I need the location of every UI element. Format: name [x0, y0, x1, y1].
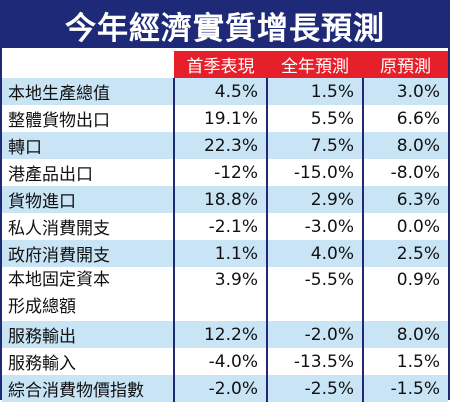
- cell-value: 19.1%: [174, 105, 268, 132]
- cell-value: 1.5%: [267, 78, 364, 105]
- cell-value: -1.5%: [363, 375, 448, 402]
- row-label-line: 形成總額: [8, 297, 76, 317]
- row-label: 轉口: [2, 132, 175, 159]
- table-row: 整體貨物出口 19.1% 5.5% 6.6%: [2, 105, 448, 132]
- header-row: 首季表現 全年預測 原預測: [2, 51, 448, 78]
- cell-value: 6.6%: [363, 105, 448, 132]
- row-label: 服務輸出: [2, 321, 175, 348]
- forecast-table: 首季表現 全年預測 原預測 本地生產總值 4.5% 1.5% 3.0% 整體貨物…: [2, 51, 448, 402]
- cell-value: 4.5%: [174, 78, 268, 105]
- cell-value: 6.3%: [363, 186, 448, 213]
- cell-value: 0.9%: [363, 267, 448, 321]
- table-row: 貨物進口 18.8% 2.9% 6.3%: [2, 186, 448, 213]
- cell-value: 3.9%: [174, 267, 268, 321]
- row-label-line: 本地固定資本: [8, 270, 110, 290]
- cell-value: 1.5%: [363, 348, 448, 375]
- cell-value: 8.0%: [363, 321, 448, 348]
- chart-title: 今年經濟實質增長預測: [65, 10, 385, 47]
- table-row: 服務輸出 12.2% -2.0% 8.0%: [2, 321, 448, 348]
- table-row: 綜合消費物價指數 -2.0% -2.5% -1.5%: [2, 375, 448, 402]
- cell-value: -13.5%: [267, 348, 364, 375]
- cell-value: -4.0%: [174, 348, 268, 375]
- cell-value: -2.1%: [174, 213, 268, 240]
- cell-value: 0.0%: [363, 213, 448, 240]
- table-row: 轉口 22.3% 7.5% 8.0%: [2, 132, 448, 159]
- table-row: 服務輸入 -4.0% -13.5% 1.5%: [2, 348, 448, 375]
- cell-value: 5.5%: [267, 105, 364, 132]
- row-label: 政府消費開支: [2, 240, 175, 267]
- cell-value: 4.0%: [267, 240, 364, 267]
- cell-value: -8.0%: [363, 159, 448, 186]
- cell-value: 8.0%: [363, 132, 448, 159]
- header-original-forecast: 原預測: [363, 51, 448, 78]
- cell-value: 3.0%: [363, 78, 448, 105]
- cell-value: -15.0%: [267, 159, 364, 186]
- cell-value: 2.9%: [267, 186, 364, 213]
- table-row: 私人消費開支 -2.1% -3.0% 0.0%: [2, 213, 448, 240]
- cell-value: -3.0%: [267, 213, 364, 240]
- title-bar: 今年經濟實質增長預測: [2, 2, 448, 48]
- table-row: 本地生產總值 4.5% 1.5% 3.0%: [2, 78, 448, 105]
- row-label: 整體貨物出口: [2, 105, 175, 132]
- cell-value: 2.5%: [363, 240, 448, 267]
- cell-value: -12%: [174, 159, 268, 186]
- row-label: 服務輸入: [2, 348, 175, 375]
- table-row: 政府消費開支 1.1% 4.0% 2.5%: [2, 240, 448, 267]
- cell-value: -5.5%: [267, 267, 364, 321]
- table-row: 本地固定資本 形成總額 3.9% -5.5% 0.9%: [2, 267, 448, 321]
- row-label: 私人消費開支: [2, 213, 175, 240]
- cell-value: -2.5%: [267, 375, 364, 402]
- cell-value: 12.2%: [174, 321, 268, 348]
- cell-value: 1.1%: [174, 240, 268, 267]
- header-full-year-forecast: 全年預測: [267, 51, 363, 78]
- row-label: 港產品出口: [2, 159, 175, 186]
- cell-value: 18.8%: [174, 186, 268, 213]
- cell-value: 22.3%: [174, 132, 268, 159]
- header-blank-cell: [2, 51, 174, 78]
- row-label: 本地生產總值: [2, 78, 175, 105]
- header-q1-performance: 首季表現: [174, 51, 267, 78]
- row-label: 貨物進口: [2, 186, 175, 213]
- row-label: 綜合消費物價指數: [2, 375, 175, 402]
- table-row: 港產品出口 -12% -15.0% -8.0%: [2, 159, 448, 186]
- cell-value: 7.5%: [267, 132, 364, 159]
- cell-value: -2.0%: [174, 375, 268, 402]
- cell-value: -2.0%: [267, 321, 364, 348]
- row-label: 本地固定資本 形成總額: [2, 267, 175, 321]
